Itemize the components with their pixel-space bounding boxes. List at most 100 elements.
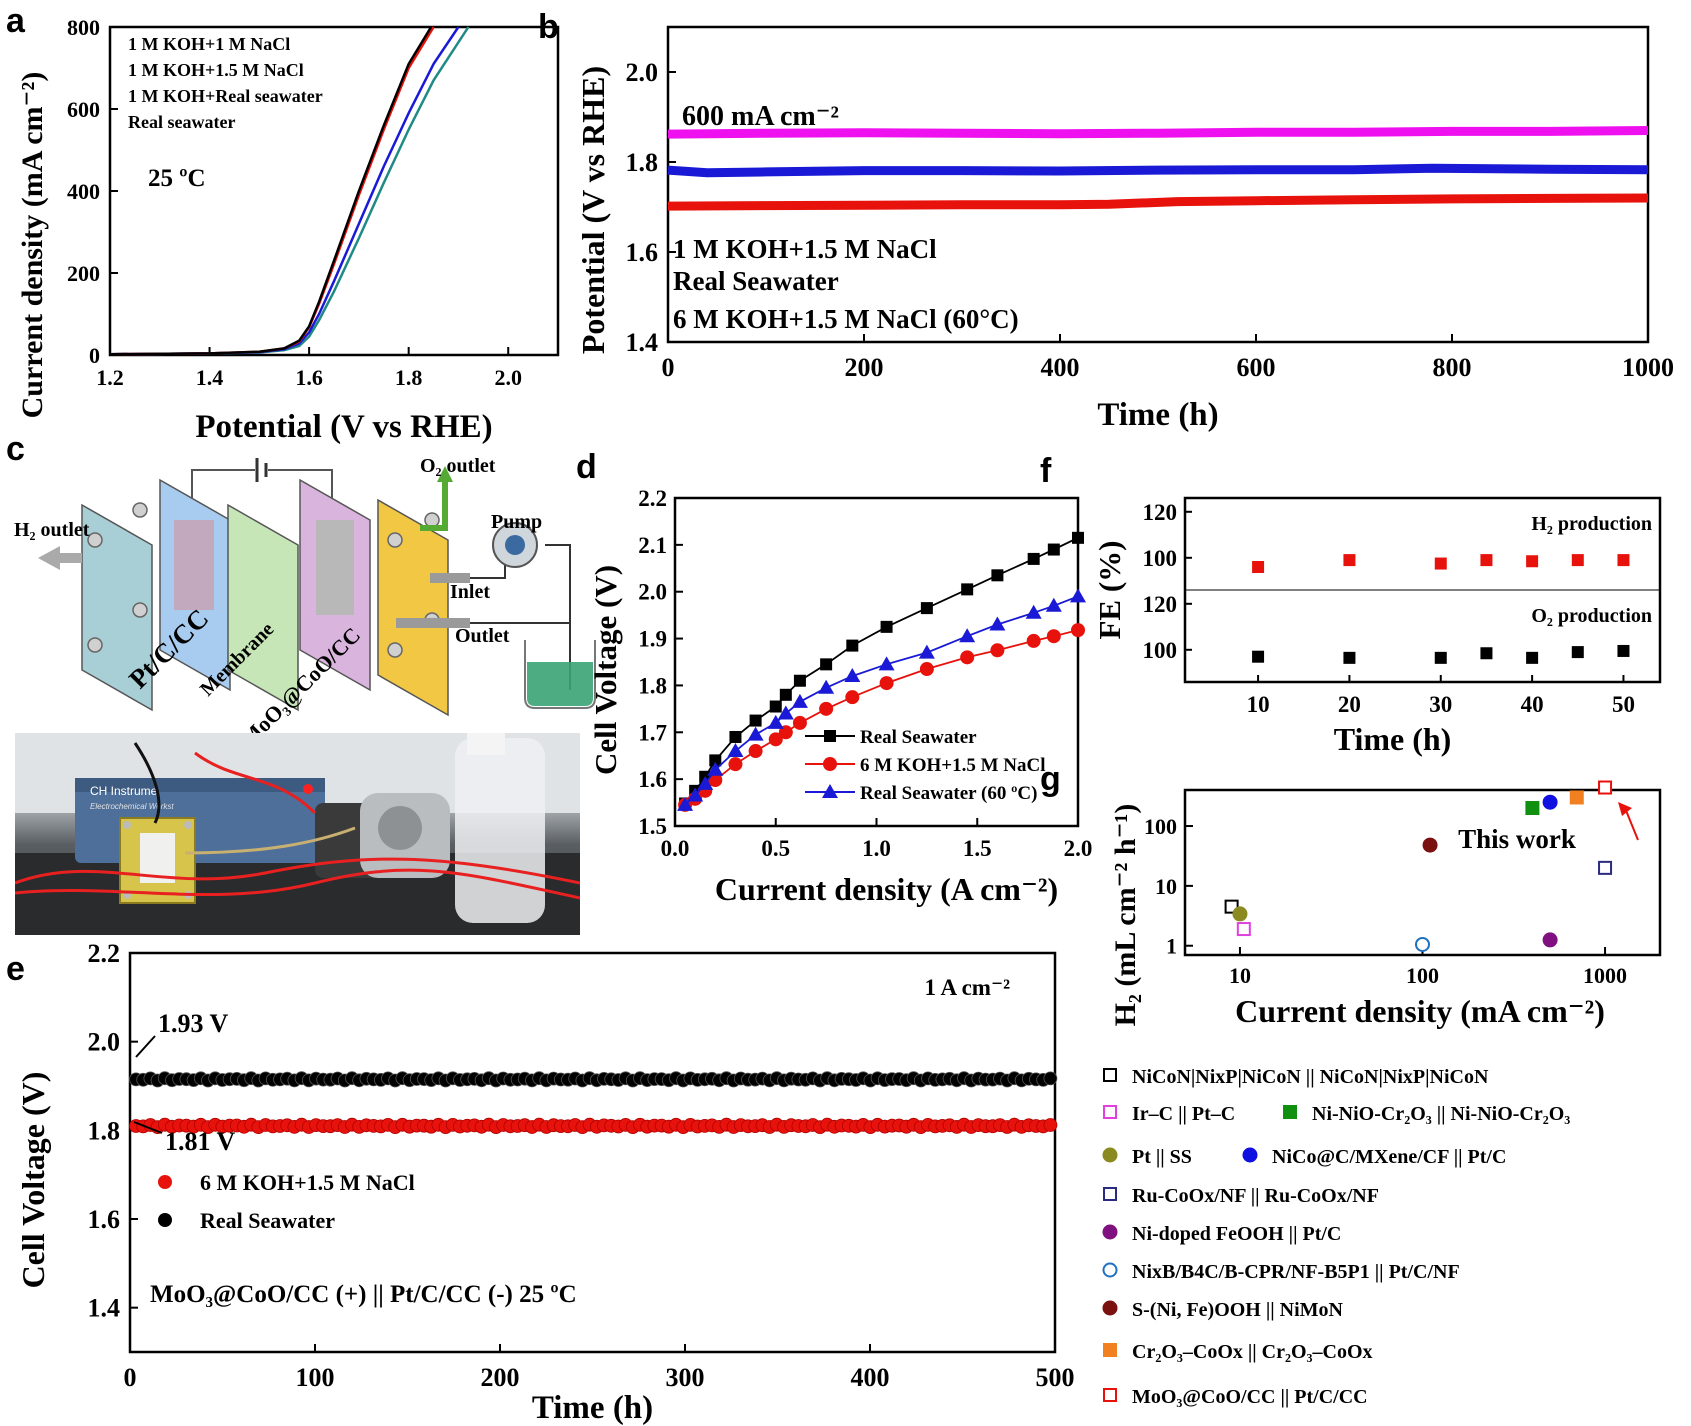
data-point: [1542, 794, 1558, 810]
data-point: [878, 656, 895, 671]
panel-e: 0 100 200 300 400 500 1.4 1.6 1.8 2.0 2.2 Time (h) C…: [15, 939, 1075, 1426]
data-point: [1043, 1071, 1058, 1086]
bolt-icon: [87, 532, 103, 548]
legend-marker: [1102, 1300, 1118, 1316]
panel-letter-d: d: [576, 448, 597, 486]
legend-marker: [1102, 1262, 1118, 1278]
y-tick-label: 1.6: [88, 1205, 121, 1234]
legend-entry: Ni-doped FeOOH || Pt/C: [1132, 1223, 1341, 1245]
legend-marker: [1283, 1105, 1297, 1119]
series-line: [684, 629, 1079, 806]
series-line: [667, 193, 1649, 211]
legend-entry: 6 M KOH+1.5 M NaCl: [860, 755, 1046, 776]
legend-marker: [1103, 1343, 1117, 1357]
data-point: [1071, 623, 1085, 638]
panel-g: 10 100 1000 1 10 100 Current density (mA cm⁻²)…: [1109, 780, 1662, 1029]
plot-frame: [128, 951, 1057, 1354]
data-point: [777, 705, 794, 720]
x-tick-label: 1000: [1622, 353, 1674, 382]
h2-outlet-label: H₂ outlet: [14, 519, 90, 541]
data-point: [1025, 604, 1042, 619]
data-point: [707, 761, 724, 776]
data-point: [991, 569, 1004, 582]
legend-marker: [1242, 1147, 1258, 1163]
data-point: [727, 743, 744, 758]
x-tick-label: 1.0: [862, 836, 891, 861]
panel-g-legend: NiCoN|NixP|NiCoN || NiCoN|NixP|NiCoN Ir–C…: [1102, 1066, 1570, 1408]
h2-production-label: H₂ production: [1531, 513, 1652, 535]
data-point: [919, 662, 934, 677]
current-density-annotation: 600 mA cm⁻²: [682, 101, 839, 132]
instrument-label: CH Instrume: [90, 784, 158, 798]
setup-photo: CH Instrume Electrochemical Workst: [15, 733, 580, 935]
voltage-label-lower: 1.81 V: [165, 1127, 236, 1156]
panel-b: 0 200 400 600 800 1000 1.4 1.6 1.8 2.0 Time (h) Pot…: [575, 25, 1674, 433]
legend-entry: Real Seawater: [860, 727, 977, 748]
data-point: [1569, 790, 1584, 805]
data-point: [844, 668, 861, 683]
pump-tube: [545, 544, 571, 690]
o2-point: [1252, 650, 1265, 663]
y-tick-label: 100: [1144, 814, 1177, 839]
electrolyte: [527, 662, 593, 706]
legend-entry: Real Seawater: [200, 1208, 335, 1233]
h2-point: [1480, 554, 1493, 567]
y-tick-label: 2.2: [638, 486, 667, 511]
y-tick-label: 2.0: [638, 580, 667, 605]
bolt-icon: [387, 532, 403, 548]
data-point: [767, 714, 784, 729]
data-point: [846, 639, 859, 652]
data-point: [747, 726, 764, 741]
data-point: [822, 784, 838, 798]
x-tick-label: 500: [1036, 1363, 1075, 1392]
y-tick-label: 2.0: [88, 1028, 121, 1057]
y-tick-label: 400: [67, 179, 100, 204]
y-tick-label: 120: [1143, 500, 1178, 525]
data-point: [1047, 543, 1060, 556]
x-tick-label: 400: [851, 1363, 890, 1392]
y-tick-label: 1.8: [88, 1116, 121, 1145]
legend-entry: NiCoN|NixP|NiCoN || NiCoN|NixP|NiCoN: [1132, 1066, 1489, 1088]
data-point: [697, 775, 714, 790]
x-tick-label: 0.5: [761, 836, 790, 861]
y-tick-label: 1.6: [626, 238, 659, 267]
data-point: [1232, 906, 1248, 922]
voltage-arrow-upper: [135, 1035, 156, 1058]
x-tick-label: 600: [1237, 353, 1276, 382]
x-tick-label: 1.6: [295, 365, 323, 390]
membrane-plate: [227, 503, 299, 712]
y-tick-label: 2.1: [638, 533, 667, 558]
bolt-icon: [387, 642, 403, 658]
data-point: [728, 757, 743, 772]
data-point: [792, 715, 807, 730]
legend-entry: 1 M KOH+1.5 M NaCl: [128, 60, 304, 80]
y-tick-label: 1.5: [638, 814, 667, 839]
data-point: [959, 628, 976, 643]
legend-entry: NixB/B4C/B-CPR/NF-B5P1 || Pt/C/NF: [1132, 1261, 1460, 1283]
anode-catalyst-layer: [316, 520, 354, 615]
legend-entry: Real seawater: [128, 112, 235, 132]
legend-marker: [1102, 1147, 1118, 1163]
data-point: [769, 700, 782, 713]
legend-marker: [1103, 1388, 1117, 1402]
current-density-annotation: 1 A cm⁻²: [925, 975, 1011, 1000]
x-tick-label: 200: [845, 353, 884, 382]
legend-entry: 1 M KOH+1.5 M NaCl: [673, 234, 937, 264]
outlet-pipe: [396, 618, 470, 628]
o2-point: [1343, 651, 1356, 664]
pump-rotor-icon: [505, 535, 525, 555]
data-point: [687, 787, 704, 802]
legend-entry: Ni-NiO-Cr₂O₃ || Ni-NiO-Cr₂O₃: [1312, 1103, 1570, 1125]
y-axis-title: Current density (mA cm⁻²): [16, 72, 49, 419]
y-tick-label: 800: [67, 15, 100, 40]
data-point: [1043, 1118, 1058, 1132]
voltage-arrow-lower: [133, 1121, 163, 1134]
y-tick-label: 1.8: [638, 673, 667, 698]
data-point: [1542, 932, 1558, 948]
x-tick-label: 10: [1247, 692, 1270, 717]
data-point: [960, 650, 975, 665]
outlet-label: Outlet: [455, 625, 510, 647]
inlet-label: Inlet: [450, 581, 490, 603]
data-point: [708, 773, 723, 788]
